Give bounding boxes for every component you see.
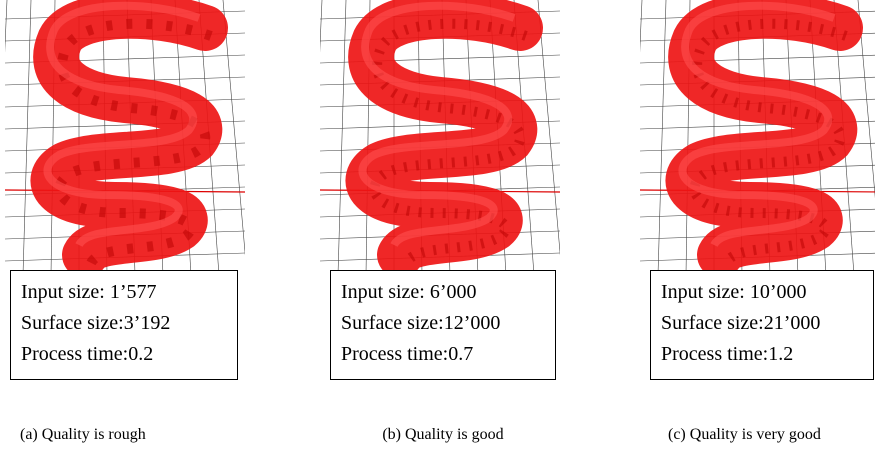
grid-line (658, 0, 666, 275)
info-line: Input size: 1’577 (21, 277, 237, 308)
caption: (c) Quality is very good (668, 424, 828, 446)
info-box: Input size: 6’000 Surface size:12’000 Pr… (330, 270, 556, 380)
render-b (320, 0, 560, 275)
figure: Input size: 1’577 Surface size:3’192 Pro… (0, 0, 875, 473)
info-line: Surface size:12’000 (341, 308, 555, 339)
grid-line (223, 0, 245, 275)
info-box: Input size: 1’577 Surface size:3’192 Pro… (10, 270, 238, 380)
grid-line (23, 0, 31, 275)
info-line: Surface size:21’000 (661, 308, 873, 339)
info-line: Surface size:3’192 (21, 308, 237, 339)
info-line: Input size: 10’000 (661, 277, 873, 308)
caption: (a) Quality is rough (20, 424, 216, 446)
info-line: Process time:1.2 (661, 339, 873, 370)
render-c (640, 0, 875, 275)
caption: (b) Quality is good (330, 424, 556, 446)
grid-line (338, 0, 346, 275)
info-line: Process time:0.2 (21, 339, 237, 370)
grid-line (858, 0, 875, 275)
render-a (5, 0, 245, 275)
info-line: Input size: 6’000 (341, 277, 555, 308)
info-box: Input size: 10’000 Surface size:21’000 P… (650, 270, 874, 380)
info-line: Process time:0.7 (341, 339, 555, 370)
grid-line (538, 0, 560, 275)
